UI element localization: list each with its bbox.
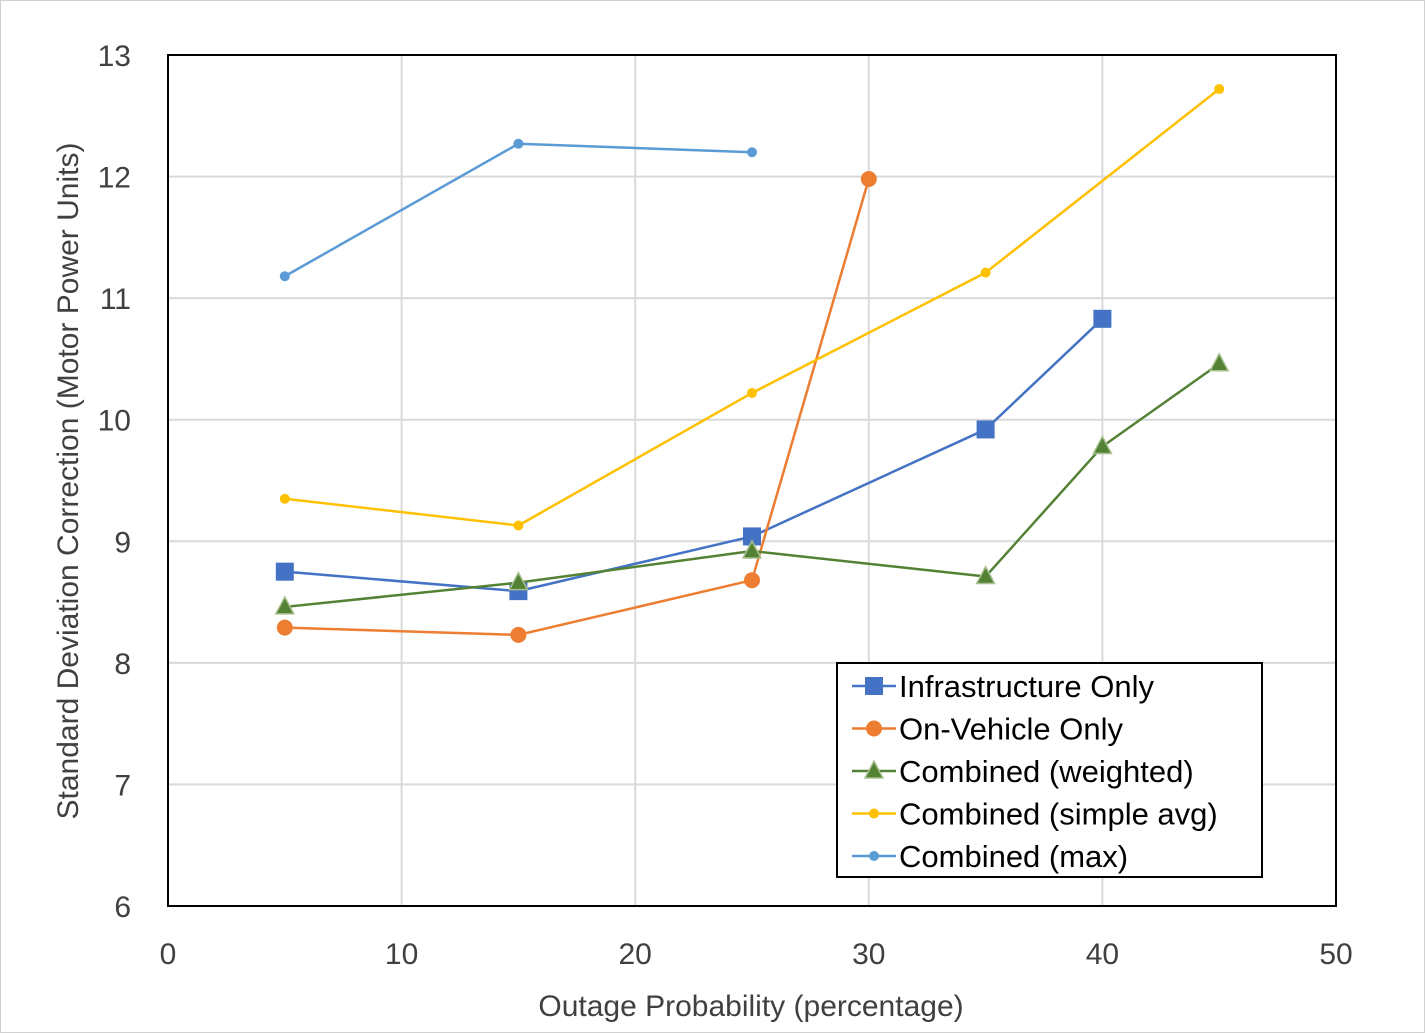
series-line — [284, 362, 1220, 609]
x-tick-label: 0 — [160, 938, 177, 971]
data-point — [510, 626, 527, 643]
x-tick-label: 50 — [1319, 938, 1352, 971]
x-tick-label: 40 — [1086, 938, 1119, 971]
plot-area — [167, 54, 1337, 907]
data-point — [747, 387, 757, 398]
y-axis-title: Standard Deviation Correction (Motor Pow… — [52, 143, 85, 820]
legend-label: Combined (simple avg) — [899, 797, 1218, 832]
y-tick-label: 8 — [114, 648, 131, 681]
series-combined-simple-avg — [279, 84, 1225, 531]
data-point — [741, 539, 763, 559]
data-point — [1092, 434, 1113, 455]
series-line — [284, 178, 871, 637]
y-tick-label: 6 — [114, 891, 131, 924]
data-point — [743, 527, 761, 546]
x-axis-title: Outage Probability (percentage) — [538, 990, 963, 1023]
data-point — [275, 562, 294, 581]
legend-marker — [865, 677, 883, 695]
tick-labels: 0 10 20 30 40 50 6 7 8 9 10 11 12 13 — [98, 40, 1353, 971]
data-point — [980, 267, 991, 278]
series-layer — [274, 84, 1230, 643]
x-tick-label: 10 — [385, 938, 418, 971]
x-tick-label: 30 — [852, 938, 885, 971]
legend-box — [836, 662, 1263, 878]
data-point — [975, 564, 996, 585]
data-point — [513, 520, 524, 531]
data-point — [976, 420, 995, 439]
y-tick-label: 10 — [98, 405, 131, 438]
legend-item: On-Vehicle Only — [852, 712, 1123, 747]
data-point — [1208, 352, 1230, 372]
legend-label: Infrastructure Only — [899, 669, 1154, 704]
legend-label: On-Vehicle Only — [899, 712, 1123, 747]
series-line — [284, 142, 753, 278]
legend-item: Combined (weighted) — [852, 754, 1194, 789]
y-tick-label: 7 — [114, 769, 131, 802]
data-point — [279, 493, 290, 504]
series-on-vehicle-only — [276, 171, 877, 643]
legend-item: Combined (simple avg) — [852, 797, 1218, 832]
data-point — [1214, 84, 1225, 95]
legend-marker — [866, 720, 882, 737]
legend-item: Combined (max) — [852, 839, 1128, 874]
legend: Infrastructure Only On-Vehicle Only Combin… — [836, 662, 1263, 878]
series-line — [284, 317, 1104, 593]
x-tick-label: 20 — [619, 938, 652, 971]
y-tick-label: 13 — [98, 40, 131, 73]
legend-label: Combined (max) — [899, 839, 1128, 874]
legend-marker — [869, 851, 879, 861]
legend-item: Infrastructure Only — [852, 669, 1154, 704]
series-combined-max — [279, 138, 757, 282]
data-point — [279, 271, 290, 282]
legend-label: Combined (weighted) — [899, 754, 1194, 789]
data-point — [747, 147, 757, 158]
data-point — [276, 619, 293, 636]
series-combined-weighted — [274, 352, 1230, 615]
data-point — [744, 572, 760, 589]
data-point — [860, 171, 877, 188]
data-point — [1093, 309, 1112, 328]
y-tick-label: 12 — [98, 162, 131, 195]
data-point — [274, 595, 296, 615]
legend-marker — [863, 759, 885, 779]
y-tick-label: 9 — [114, 526, 131, 559]
legend-marker — [869, 808, 879, 819]
y-tick-label: 11 — [100, 283, 131, 316]
data-point — [513, 138, 524, 149]
data-point — [508, 571, 529, 591]
